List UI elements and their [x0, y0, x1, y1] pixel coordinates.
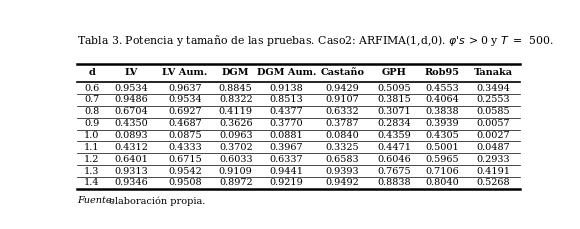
Text: 1.0: 1.0: [84, 131, 99, 140]
Text: LV Aum.: LV Aum.: [162, 68, 208, 77]
Text: 0.6401: 0.6401: [115, 155, 148, 164]
Text: DGM: DGM: [222, 68, 249, 77]
Text: 0.4305: 0.4305: [426, 131, 459, 140]
Text: 0.4350: 0.4350: [115, 119, 148, 128]
Text: 0.4119: 0.4119: [219, 107, 253, 116]
Text: 0.7106: 0.7106: [426, 166, 459, 176]
Text: 0.9508: 0.9508: [168, 178, 202, 187]
Text: 0.4191: 0.4191: [476, 166, 510, 176]
Text: 0.8040: 0.8040: [426, 178, 459, 187]
Text: 0.8322: 0.8322: [219, 95, 252, 104]
Text: 0.3967: 0.3967: [270, 143, 303, 152]
Text: 0.9: 0.9: [84, 119, 99, 128]
Text: 0.4064: 0.4064: [426, 95, 459, 104]
Text: Tanaka: Tanaka: [473, 68, 513, 77]
Text: 0.6046: 0.6046: [378, 155, 411, 164]
Text: 0.5268: 0.5268: [476, 178, 510, 187]
Text: Rob95: Rob95: [425, 68, 460, 77]
Text: 0.0963: 0.0963: [219, 131, 252, 140]
Text: 0.3071: 0.3071: [378, 107, 411, 116]
Text: 1.4: 1.4: [84, 178, 99, 187]
Text: 0.9107: 0.9107: [325, 95, 359, 104]
Text: 0.9138: 0.9138: [270, 84, 303, 93]
Text: 0.3325: 0.3325: [325, 143, 359, 152]
Text: 0.4687: 0.4687: [168, 119, 202, 128]
Text: Tabla 3. Potencia y tamaño de las pruebas. Caso2: ARFIMA(1,d,0). $\varphi$'$s$ >: Tabla 3. Potencia y tamaño de las prueba…: [77, 33, 553, 48]
Text: 0.4553: 0.4553: [426, 84, 459, 93]
Text: 0.9313: 0.9313: [115, 166, 148, 176]
Text: 0.9637: 0.9637: [168, 84, 202, 93]
Text: 0.9393: 0.9393: [325, 166, 359, 176]
Text: 0.9346: 0.9346: [115, 178, 148, 187]
Text: Fuente: elaboración propia.: Fuente: elaboración propia.: [77, 196, 215, 206]
Text: 0.9486: 0.9486: [115, 95, 148, 104]
Text: 1.1: 1.1: [84, 143, 99, 152]
Text: 0.9542: 0.9542: [168, 166, 202, 176]
Text: 0.2553: 0.2553: [476, 95, 510, 104]
Text: 0.0840: 0.0840: [325, 131, 359, 140]
Text: 0.3838: 0.3838: [426, 107, 459, 116]
Text: 0.9534: 0.9534: [115, 84, 148, 93]
Text: 0.3626: 0.3626: [219, 119, 252, 128]
Text: 0.3815: 0.3815: [378, 95, 411, 104]
Text: 0.7675: 0.7675: [378, 166, 411, 176]
Text: 0.2834: 0.2834: [378, 119, 411, 128]
Text: 0.8: 0.8: [84, 107, 99, 116]
Text: 0.5965: 0.5965: [426, 155, 459, 164]
Text: 0.9492: 0.9492: [325, 178, 359, 187]
Text: 0.4312: 0.4312: [115, 143, 148, 152]
Text: 1.2: 1.2: [84, 155, 99, 164]
Text: 0.6715: 0.6715: [168, 155, 202, 164]
Text: 0.6033: 0.6033: [219, 155, 252, 164]
Text: 0.4377: 0.4377: [270, 107, 303, 116]
Text: LV: LV: [125, 68, 139, 77]
Text: 0.9429: 0.9429: [325, 84, 359, 93]
Text: elaboración propia.: elaboración propia.: [106, 196, 205, 206]
Text: Fuente:: Fuente:: [77, 196, 115, 205]
Text: 0.0881: 0.0881: [270, 131, 303, 140]
Text: 0.5001: 0.5001: [426, 143, 459, 152]
Text: 0.0893: 0.0893: [115, 131, 148, 140]
Text: 0.8845: 0.8845: [219, 84, 252, 93]
Text: 0.6332: 0.6332: [325, 107, 359, 116]
Text: 0.6927: 0.6927: [168, 107, 202, 116]
Text: 0.0487: 0.0487: [476, 143, 510, 152]
Text: 0.9534: 0.9534: [168, 95, 202, 104]
Text: 0.2933: 0.2933: [476, 155, 510, 164]
Text: 0.9441: 0.9441: [269, 166, 303, 176]
Text: 0.0585: 0.0585: [476, 107, 510, 116]
Text: 0.4359: 0.4359: [378, 131, 411, 140]
Text: 0.6: 0.6: [84, 84, 99, 93]
Text: DGM Aum.: DGM Aum.: [257, 68, 316, 77]
Text: 0.0057: 0.0057: [476, 119, 510, 128]
Text: 0.4333: 0.4333: [168, 143, 202, 152]
Text: 0.6337: 0.6337: [270, 155, 303, 164]
Text: 0.8972: 0.8972: [219, 178, 252, 187]
Text: 0.0875: 0.0875: [168, 131, 202, 140]
Text: 0.6583: 0.6583: [325, 155, 359, 164]
Text: 0.5095: 0.5095: [378, 84, 411, 93]
Text: 0.3770: 0.3770: [270, 119, 303, 128]
Text: GPH: GPH: [382, 68, 407, 77]
Text: 0.9219: 0.9219: [270, 178, 303, 187]
Text: Castaño: Castaño: [320, 68, 364, 77]
Text: 0.7: 0.7: [84, 95, 99, 104]
Text: 0.3702: 0.3702: [219, 143, 252, 152]
Text: 0.9109: 0.9109: [219, 166, 252, 176]
Text: 0.4471: 0.4471: [378, 143, 411, 152]
Text: 0.3787: 0.3787: [325, 119, 359, 128]
Text: 0.3939: 0.3939: [426, 119, 459, 128]
Text: 0.0027: 0.0027: [476, 131, 510, 140]
Text: d: d: [88, 68, 95, 77]
Text: 0.6704: 0.6704: [115, 107, 148, 116]
Text: 0.8838: 0.8838: [378, 178, 411, 187]
Text: 0.3494: 0.3494: [476, 84, 510, 93]
Text: 0.8513: 0.8513: [270, 95, 303, 104]
Text: 1.3: 1.3: [84, 166, 99, 176]
